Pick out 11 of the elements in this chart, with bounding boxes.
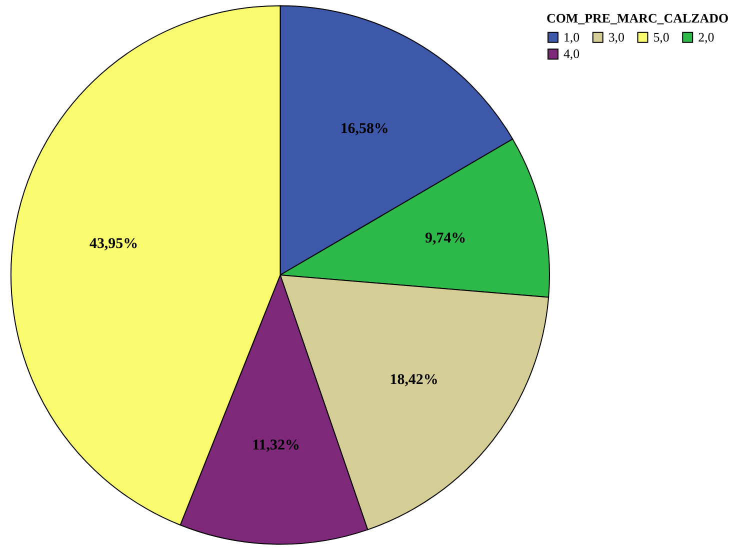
legend-label: 3,0 — [608, 29, 625, 44]
legend-label: 5,0 — [653, 29, 670, 44]
legend-label: 2,0 — [698, 29, 714, 44]
data-label: 11,32% — [252, 437, 300, 454]
legend-label: 4,0 — [563, 46, 580, 62]
legend-label: 1,0 — [563, 29, 580, 44]
data-label: 18,42% — [390, 372, 438, 388]
data-label: 9,74% — [425, 230, 466, 246]
data-label: 16,58% — [340, 120, 389, 137]
legend-title: COM_PRE_MARC_CALZADO — [546, 10, 729, 26]
data-label: 43,95% — [89, 236, 138, 252]
